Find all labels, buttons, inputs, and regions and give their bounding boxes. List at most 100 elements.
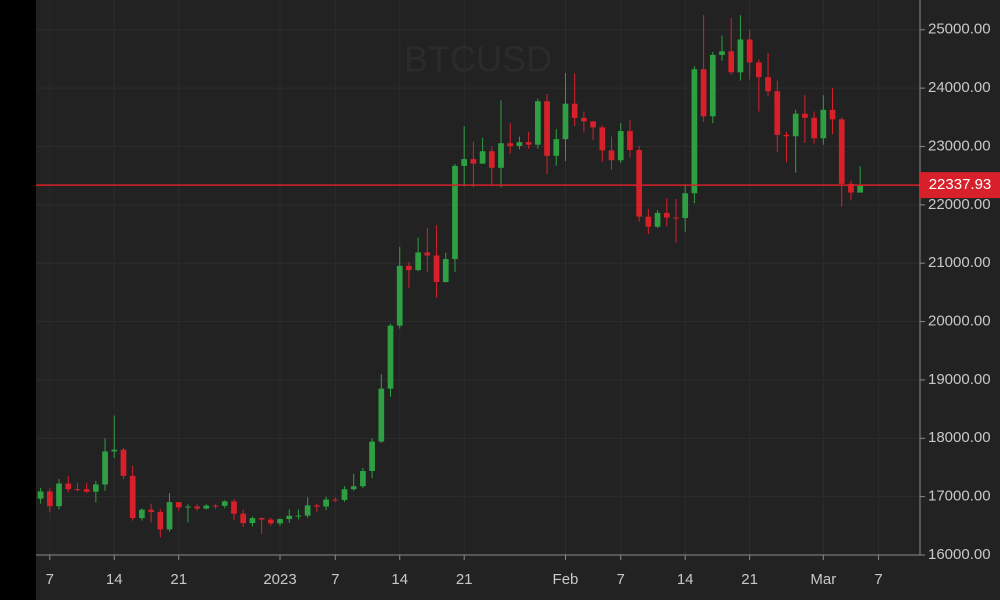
x-tick-label: 21 — [456, 571, 473, 588]
last-price-label: 22337.93 — [929, 176, 992, 193]
candle-body — [663, 212, 670, 218]
candle-body — [700, 69, 707, 117]
candle-body — [507, 143, 514, 146]
y-tick-label: 25000.00 — [928, 21, 991, 38]
candle-body — [774, 91, 781, 135]
candle-body — [350, 486, 357, 490]
candle-body — [838, 119, 845, 184]
candle-body — [599, 127, 606, 151]
x-tick-label: 7 — [874, 571, 882, 588]
x-tick-label: 7 — [617, 571, 625, 588]
candle-body — [92, 484, 99, 492]
y-tick-label: 21000.00 — [928, 254, 991, 271]
candle-body — [175, 502, 182, 508]
candle-body — [857, 185, 864, 193]
candle-body — [194, 506, 201, 509]
candle-body — [792, 113, 799, 137]
candle-body — [231, 501, 237, 514]
candle-body — [525, 142, 532, 145]
left-strip — [0, 0, 36, 600]
y-tick-label: 22000.00 — [928, 196, 991, 213]
candle-body — [267, 519, 274, 524]
candle-body — [498, 143, 504, 168]
candle-body — [323, 499, 329, 507]
candle-body — [737, 39, 744, 73]
candle-body — [406, 265, 412, 271]
x-tick-label: 7 — [331, 571, 339, 588]
candle-body — [562, 103, 569, 140]
candle-body — [286, 515, 293, 520]
x-tick-label: Mar — [810, 571, 836, 588]
x-tick-label: 21 — [741, 571, 758, 588]
candle-body — [37, 491, 44, 499]
last-price-box — [920, 172, 1000, 199]
candle-body — [709, 54, 716, 117]
candle-body — [544, 101, 550, 156]
candle-body — [636, 150, 643, 217]
candle-body — [203, 505, 210, 509]
watermark-title: BTCUSD — [404, 39, 552, 80]
candle-body — [645, 216, 652, 227]
candle-body — [56, 483, 62, 507]
candle-body — [654, 212, 661, 227]
candle-body — [783, 134, 790, 137]
candle-body — [479, 151, 486, 164]
candle-body — [396, 265, 403, 326]
x-tick-label: 21 — [170, 571, 187, 588]
candle-body — [111, 449, 118, 452]
candle-body — [166, 502, 173, 530]
candle-body — [83, 489, 90, 492]
candle-body — [129, 475, 136, 519]
candle-body — [461, 159, 468, 166]
candle-body — [811, 117, 817, 139]
candle-body — [148, 509, 154, 512]
candle-body — [369, 441, 375, 471]
candle-body — [304, 505, 311, 516]
candle-body — [295, 515, 302, 517]
candle-body — [332, 499, 339, 501]
candle-body — [755, 62, 762, 78]
y-tick-label: 20000.00 — [928, 313, 991, 330]
y-tick-label: 24000.00 — [928, 79, 991, 96]
y-tick-label: 17000.00 — [928, 488, 991, 505]
candle-body — [581, 117, 587, 122]
candle-body — [691, 69, 698, 194]
candle-body — [46, 491, 53, 507]
candle-body — [452, 165, 458, 260]
candle-body — [378, 388, 385, 442]
axes: 16000.00 17000.00 18000.00 19000.00 20000.00… — [36, 0, 1000, 588]
candle-body — [746, 39, 753, 63]
candle-body — [185, 506, 191, 508]
candle-body — [212, 505, 219, 507]
candle-body — [120, 449, 127, 476]
candle-body — [488, 151, 495, 168]
candle-body — [534, 101, 541, 145]
candle-body — [571, 103, 578, 118]
candle-body — [617, 131, 624, 161]
candle-body — [516, 142, 523, 146]
candle-body — [240, 513, 247, 524]
candle-body — [313, 505, 320, 507]
candle-body — [608, 150, 615, 161]
candle-body — [102, 451, 108, 485]
y-tick-label: 18000.00 — [928, 429, 991, 446]
candle-body — [74, 489, 81, 491]
candle-body — [277, 519, 283, 524]
candle-body — [820, 109, 827, 139]
candle-body — [682, 193, 689, 219]
candle-body — [157, 511, 164, 530]
candle-body — [387, 325, 394, 389]
candle-body — [470, 159, 477, 164]
candle-body — [424, 252, 431, 256]
candle-body — [433, 255, 440, 283]
candle-body — [249, 518, 256, 524]
x-tick-label: 2023 — [263, 571, 296, 588]
x-tick-label: 7 — [46, 571, 54, 588]
candle-body — [221, 501, 228, 506]
y-tick-label: 16000.00 — [928, 546, 991, 563]
candle-body — [139, 509, 145, 519]
candles — [36, 15, 920, 538]
x-tick-label: 14 — [106, 571, 123, 588]
candle-body — [765, 77, 771, 92]
